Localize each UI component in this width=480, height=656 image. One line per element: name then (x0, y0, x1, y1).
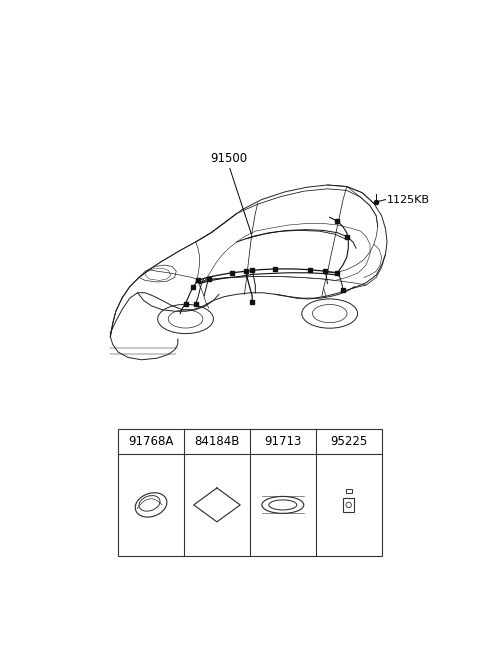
Bar (118, 429, 382, 556)
Text: 91768A: 91768A (128, 435, 174, 448)
Text: 95225: 95225 (330, 435, 367, 448)
Text: 91500: 91500 (210, 152, 248, 165)
Bar (343, 498, 354, 512)
Bar (346, 489, 352, 493)
Text: 84184B: 84184B (194, 435, 240, 448)
Text: 1125KB: 1125KB (387, 195, 430, 205)
Text: 91713: 91713 (264, 435, 301, 448)
